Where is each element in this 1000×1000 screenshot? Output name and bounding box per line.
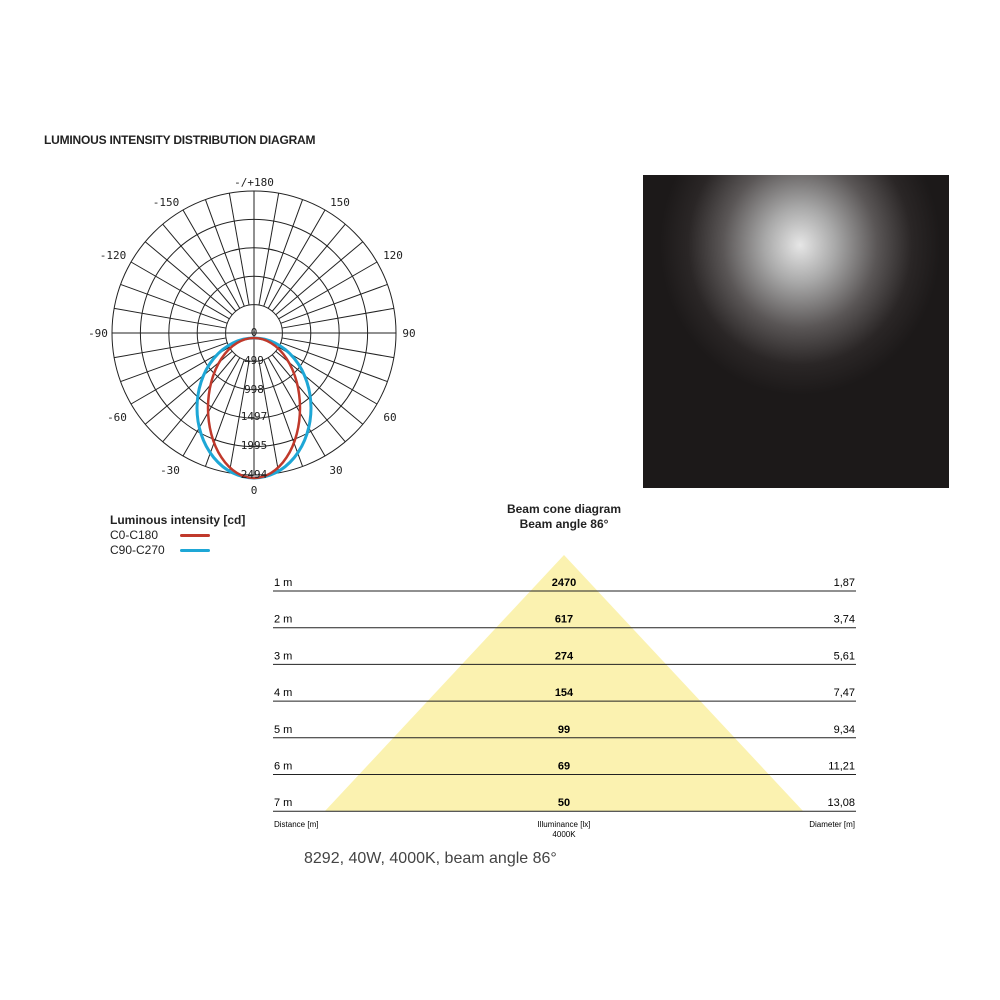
- polar-spoke: [281, 307, 394, 329]
- angle-label: 90: [402, 327, 415, 340]
- polar-grid: [111, 190, 397, 476]
- light-distribution-photo: [643, 175, 949, 488]
- beam-cone: [325, 555, 803, 811]
- row-illuminance: 99: [558, 724, 570, 736]
- polar-spoke: [258, 360, 280, 473]
- row-illuminance: 50: [558, 797, 570, 809]
- angle-label: -60: [107, 411, 127, 424]
- polar-spoke: [267, 209, 326, 309]
- polar-spoke: [281, 337, 394, 359]
- polar-spoke: [114, 337, 227, 359]
- polar-spoke: [204, 359, 245, 467]
- row-diameter: 13,08: [827, 797, 855, 809]
- polar-spoke: [228, 360, 250, 473]
- legend-item-c0-c180: C0-C180: [110, 528, 245, 543]
- polar-spoke: [271, 354, 346, 443]
- col-diameter: Diameter [m]: [809, 820, 855, 829]
- polar-spoke: [228, 193, 250, 306]
- row-distance: 4 m: [274, 687, 292, 699]
- col-lux: Illuminance [lx]: [538, 820, 591, 829]
- row-diameter: 1,87: [834, 577, 855, 589]
- polar-spoke: [258, 193, 280, 306]
- polar-spoke: [280, 283, 388, 324]
- polar-spoke: [278, 346, 378, 405]
- polar-spoke: [182, 357, 241, 457]
- polar-spoke: [120, 283, 228, 324]
- angle-label: 150: [330, 196, 350, 209]
- polar-spoke: [182, 209, 241, 309]
- polar-spoke: [120, 342, 228, 383]
- diagram-title: LUMINOUS INTENSITY DISTRIBUTION DIAGRAM: [44, 133, 316, 147]
- polar-spoke: [280, 342, 388, 383]
- polar-spoke: [162, 354, 237, 443]
- row-diameter: 9,34: [834, 724, 855, 736]
- beam-cone-diagram: 1 m 2470 1,87 2 m 617 3,74 3 m 274 5,61 4 m 154 7,4…: [273, 555, 856, 839]
- row-diameter: 3,74: [834, 614, 855, 626]
- legend: Luminous intensity [cd] C0-C180 C90-C270: [110, 513, 245, 558]
- polar-spoke: [263, 199, 304, 307]
- polar-spoke: [267, 357, 326, 457]
- polar-spoke: [114, 307, 227, 329]
- polar-spoke: [130, 346, 230, 405]
- row-diameter: 7,47: [834, 687, 855, 699]
- row-illuminance: 154: [555, 687, 574, 699]
- col-distance: Distance [m]: [274, 820, 318, 829]
- angle-label: 120: [383, 249, 403, 262]
- row-diameter: 5,61: [834, 650, 855, 662]
- row-illuminance: 69: [558, 761, 570, 773]
- ring-label: 499: [244, 354, 264, 367]
- angle-label: -150: [153, 196, 180, 209]
- ring-label: 0: [251, 326, 258, 339]
- legend-item-c90-c270: C90-C270: [110, 543, 245, 558]
- ring-label: 998: [244, 383, 264, 396]
- row-distance: 5 m: [274, 724, 292, 736]
- row-diameter: 11,21: [828, 761, 855, 773]
- angle-label: -/+180: [234, 176, 274, 189]
- ring-label: 1995: [241, 439, 268, 452]
- polar-spoke: [263, 359, 304, 467]
- legend-title: Luminous intensity [cd]: [110, 513, 246, 527]
- polar-spoke: [275, 241, 364, 316]
- ring-label: 2494: [241, 468, 268, 481]
- angle-label: 0: [251, 484, 258, 497]
- polar-spoke: [271, 223, 346, 312]
- col-lux-sub: 4000K: [552, 830, 576, 839]
- polar-spoke: [204, 199, 245, 307]
- polar-spoke: [162, 223, 237, 312]
- row-distance: 2 m: [274, 614, 292, 626]
- ring-label: 1497: [241, 410, 268, 423]
- row-distance: 7 m: [274, 797, 292, 809]
- row-distance: 6 m: [274, 761, 292, 773]
- row-illuminance: 617: [555, 614, 573, 626]
- angle-label: 30: [329, 464, 342, 477]
- curve-c0-c180: [206, 336, 302, 480]
- polar-spoke: [278, 261, 378, 320]
- product-caption: 8292, 40W, 4000K, beam angle 86°: [304, 850, 557, 867]
- row-distance: 1 m: [274, 577, 292, 589]
- angle-label: -30: [160, 464, 180, 477]
- angle-label: 60: [383, 411, 396, 424]
- polar-spoke: [144, 241, 233, 316]
- angle-label: -120: [100, 249, 127, 262]
- row-illuminance: 274: [555, 650, 574, 662]
- row-distance: 3 m: [274, 650, 292, 662]
- angle-label: -90: [88, 327, 108, 340]
- cone-title: Beam cone diagram Beam angle 86°: [506, 502, 622, 531]
- row-illuminance: 2470: [552, 577, 576, 589]
- polar-diagram: -/+180 -150 150 -120 120 -90 90 -60 60 -…: [88, 176, 416, 497]
- polar-spoke: [130, 261, 230, 320]
